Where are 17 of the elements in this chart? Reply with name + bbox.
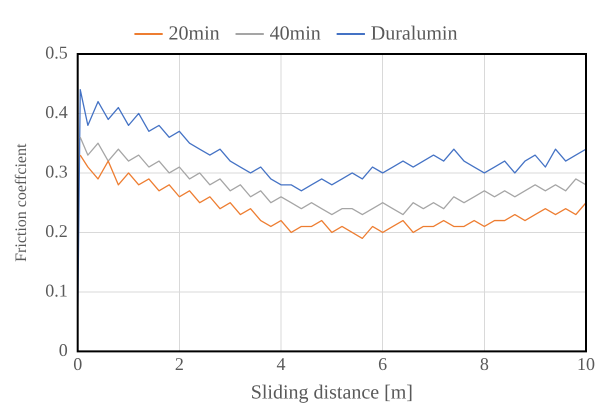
x-axis-title: Sliding distance [m] xyxy=(250,381,413,404)
legend-label: 20min xyxy=(168,22,220,44)
legend-label: 40min xyxy=(270,22,321,44)
y-tick-label: 0 xyxy=(58,340,68,360)
y-tick-label: 0.3 xyxy=(45,162,68,182)
y-tick-label: 0.1 xyxy=(45,280,68,301)
x-tick-label: 4 xyxy=(276,354,286,374)
y-tick-label: 0.4 xyxy=(45,102,68,122)
x-tick-label: 6 xyxy=(378,354,388,374)
legend-label: Duralumin xyxy=(370,22,458,44)
x-tick-label: 0 xyxy=(73,354,82,374)
x-tick-label: 10 xyxy=(577,354,595,374)
y-tick-label: 0.5 xyxy=(45,42,68,63)
x-tick-label: 8 xyxy=(480,354,489,374)
y-tick-label: 0.2 xyxy=(45,221,68,242)
y-axis-title: Friction coeffcient xyxy=(12,142,30,262)
x-tick-label: 2 xyxy=(174,354,184,374)
